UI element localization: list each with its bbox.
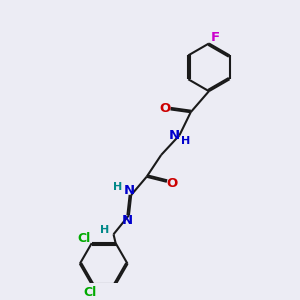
Text: N: N <box>169 129 180 142</box>
Text: Cl: Cl <box>77 232 91 244</box>
Text: H: H <box>181 136 190 146</box>
Text: N: N <box>122 214 133 227</box>
Text: O: O <box>160 101 171 115</box>
Text: H: H <box>112 182 122 192</box>
Text: F: F <box>211 31 220 44</box>
Text: O: O <box>167 177 178 190</box>
Text: H: H <box>100 225 110 235</box>
Text: Cl: Cl <box>84 286 97 299</box>
Text: N: N <box>124 184 135 197</box>
